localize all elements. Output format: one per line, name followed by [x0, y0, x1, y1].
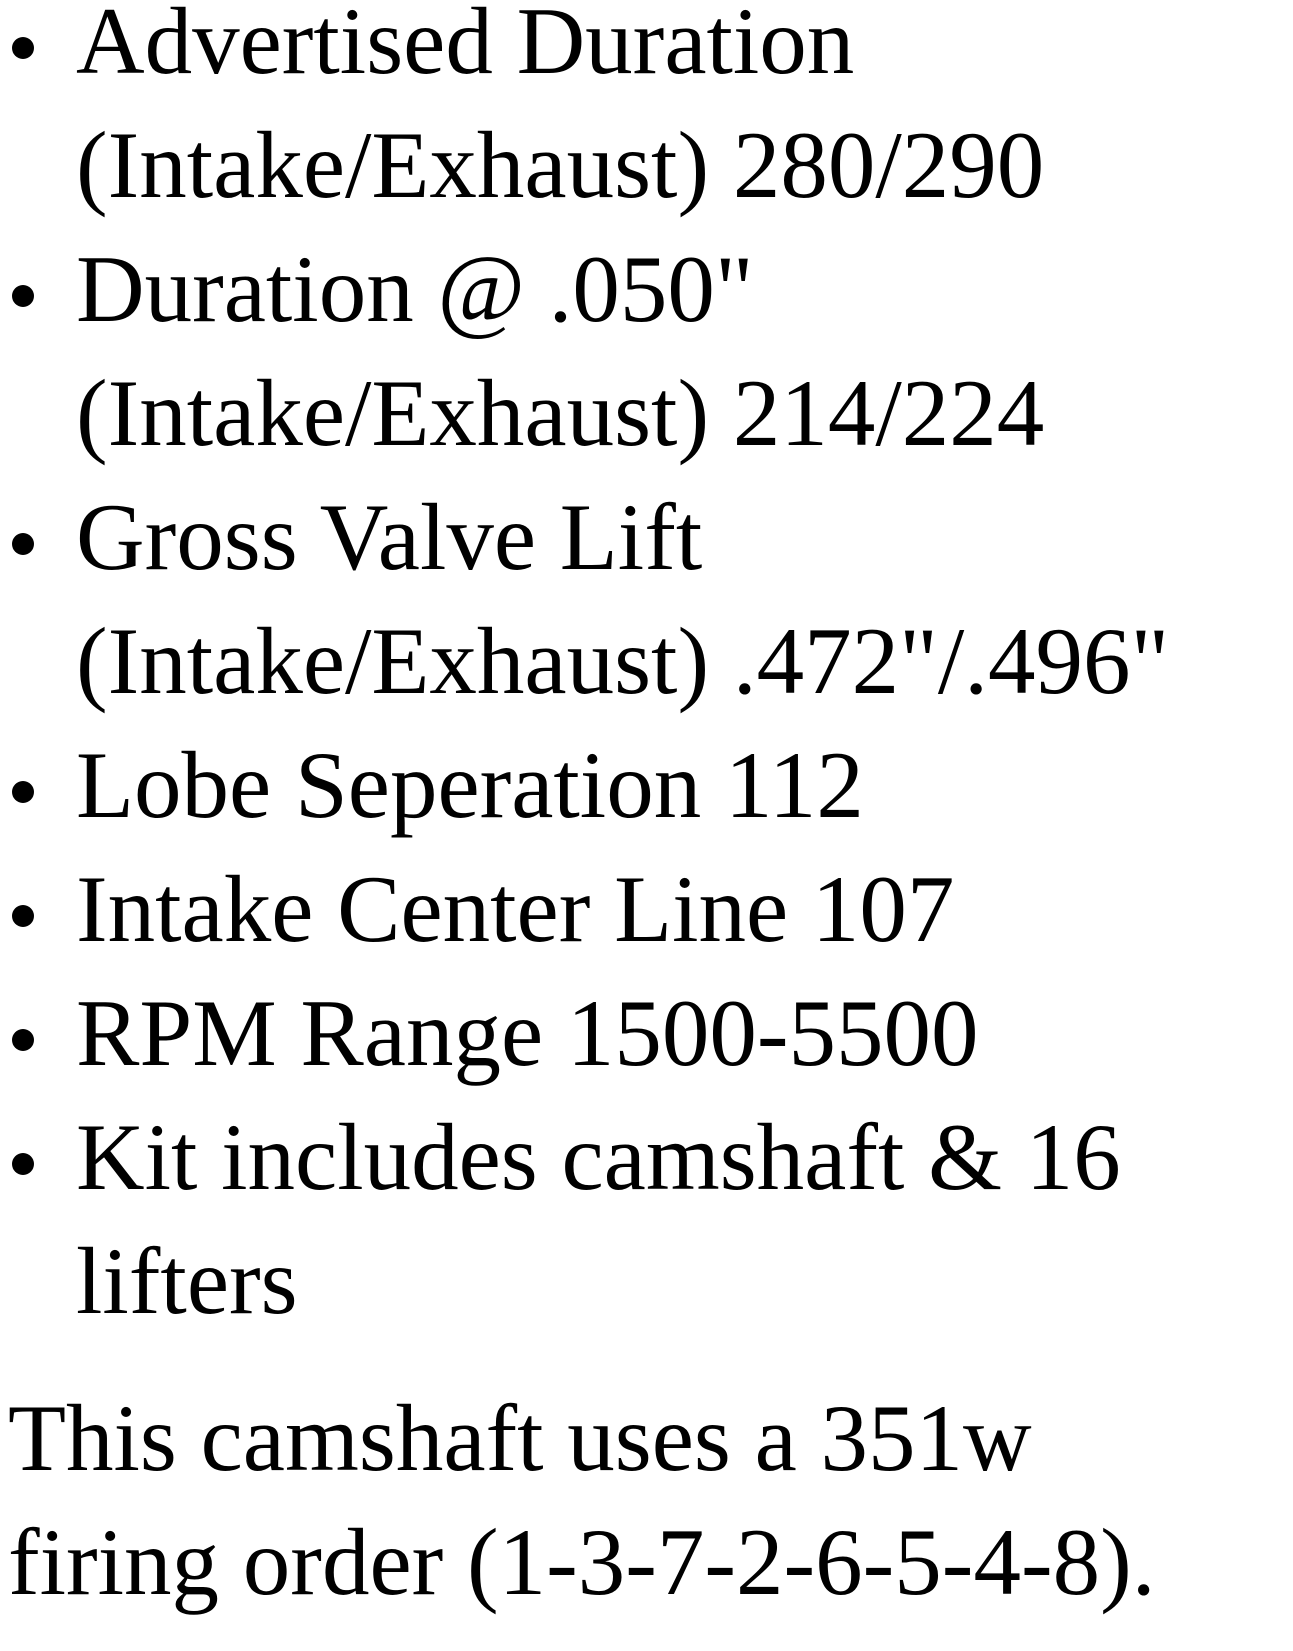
- bullet-icon: [12, 533, 34, 555]
- bullet-icon: [12, 1153, 34, 1175]
- spec-list-item: Advertised Duration (Intake/Exhaust) 280…: [12, 0, 1256, 227]
- spec-text: Advertised Duration (Intake/Exhaust) 280…: [76, 0, 1045, 218]
- spec-list-item: Intake Center Line 107: [12, 847, 1256, 971]
- spec-list-item: Lobe Seperation 112: [12, 723, 1256, 847]
- spec-text: RPM Range 1500-5500: [76, 980, 979, 1086]
- bullet-icon: [12, 1029, 34, 1051]
- spec-text: Intake Center Line 107: [76, 856, 955, 962]
- spec-text: Gross Valve Lift (Intake/Exhaust) .472"/…: [76, 484, 1170, 714]
- bullet-icon: [12, 905, 34, 927]
- spec-list-item: Kit includes camshaft & 16 lifters: [12, 1095, 1256, 1343]
- bullet-icon: [12, 285, 34, 307]
- spec-list-item: RPM Range 1500-5500: [12, 971, 1256, 1095]
- bullet-icon: [12, 781, 34, 803]
- spec-text: Duration @ .050" (Intake/Exhaust) 214/22…: [76, 236, 1045, 466]
- spec-text: Lobe Seperation 112: [76, 732, 864, 838]
- specs-list: Advertised Duration (Intake/Exhaust) 280…: [8, 0, 1256, 1343]
- spec-list-item: Gross Valve Lift (Intake/Exhaust) .472"/…: [12, 475, 1256, 723]
- bullet-icon: [12, 37, 34, 59]
- spec-text: Kit includes camshaft & 16 lifters: [76, 1104, 1121, 1334]
- spec-list-item: Duration @ .050" (Intake/Exhaust) 214/22…: [12, 227, 1256, 475]
- firing-order-note: This camshaft uses a 351w firing order (…: [8, 1385, 1156, 1615]
